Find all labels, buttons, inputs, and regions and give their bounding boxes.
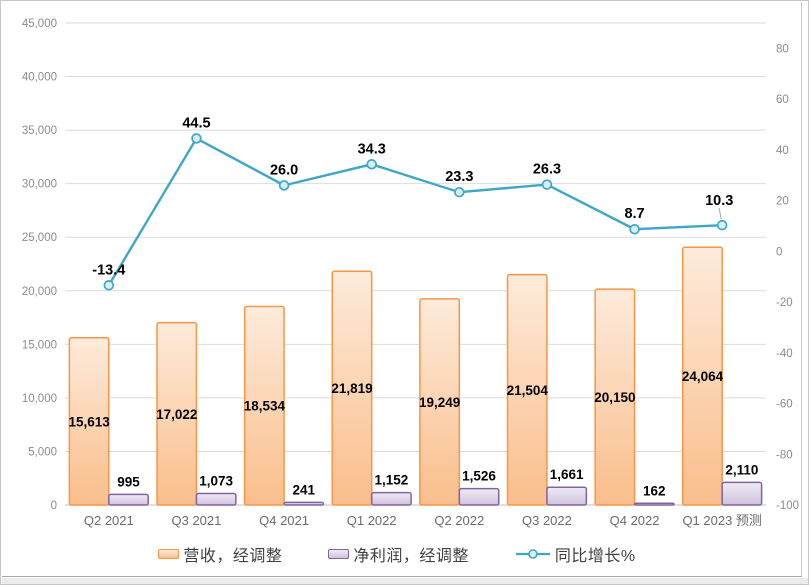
revenue-bar bbox=[682, 246, 723, 506]
revenue-bar bbox=[243, 305, 285, 506]
left-axis-tick-label: 0 bbox=[51, 500, 57, 512]
profit-value-label: 241 bbox=[293, 482, 316, 497]
bottom-strip bbox=[2, 578, 808, 584]
category-label: Q2 2022 bbox=[434, 513, 484, 528]
category-label: Q2 2021 bbox=[84, 513, 134, 528]
revenue-value-label: 20,150 bbox=[594, 390, 635, 405]
growth-marker bbox=[629, 223, 640, 235]
profit-value-label: 162 bbox=[643, 483, 666, 498]
revenue-bar bbox=[594, 288, 636, 506]
profit-bar bbox=[108, 493, 149, 506]
category-label: Q1 2023 预测 bbox=[682, 513, 762, 528]
category-label: Q1 2022 bbox=[347, 513, 397, 528]
legend-item-growth: 同比增长% bbox=[515, 542, 636, 566]
left-axis-tick-label: 25,000 bbox=[22, 232, 57, 244]
right-axis-tick-label: -60 bbox=[776, 399, 793, 411]
growth-value-label: 26.0 bbox=[270, 162, 298, 178]
growth-marker bbox=[191, 133, 202, 144]
growth-marker bbox=[716, 219, 728, 231]
category-label: Q3 2022 bbox=[522, 513, 572, 528]
growth-marker bbox=[454, 186, 465, 198]
revenue-value-label: 24,064 bbox=[682, 369, 724, 384]
left-axis-tick-label: 5,000 bbox=[28, 446, 57, 458]
right-axis-tick-label: 0 bbox=[776, 246, 782, 258]
growth-value-label: 26.3 bbox=[533, 162, 561, 178]
left-axis-tick-label: 40,000 bbox=[22, 72, 57, 84]
growth-value-label: 34.3 bbox=[358, 141, 386, 157]
revenue-value-label: 19,249 bbox=[419, 395, 460, 410]
growth-value-label: 44.5 bbox=[182, 115, 210, 131]
profit-value-label: 1,526 bbox=[462, 469, 496, 484]
profit-bar bbox=[546, 486, 588, 506]
profit-value-label: 995 bbox=[117, 474, 140, 489]
legend-label-profit: 净利润，经调整 bbox=[353, 548, 469, 565]
legend-item-revenue: 营收，经调整 bbox=[158, 542, 282, 566]
profit-bar bbox=[283, 501, 325, 506]
profit-value-label: 1,661 bbox=[550, 467, 584, 482]
category-label: Q3 2021 bbox=[172, 513, 222, 528]
right-axis-tick-label: 40 bbox=[776, 145, 789, 157]
growth-marker bbox=[278, 180, 290, 191]
growth-value-label: 10.3 bbox=[705, 193, 733, 209]
left-axis-tick-label: 35,000 bbox=[22, 125, 57, 137]
chart-frame: 0 5,000 10,000 15,000 20,000 25,000 30,000 35,0… bbox=[2, 2, 802, 577]
left-axis-tick-label: 45,000 bbox=[22, 18, 57, 30]
growth-marker bbox=[366, 159, 377, 170]
revenue-value-label: 15,613 bbox=[68, 414, 110, 429]
growth-marker bbox=[103, 280, 115, 291]
revenue-bar bbox=[331, 270, 373, 506]
revenue-value-label: 21,819 bbox=[331, 381, 372, 396]
right-axis-tick-label: 60 bbox=[776, 94, 789, 106]
profit-bar bbox=[721, 481, 763, 506]
profit-bar bbox=[458, 487, 500, 506]
right-axis-tick-label: 20 bbox=[776, 196, 789, 208]
combo-chart-canvas: 0 5,000 10,000 15,000 20,000 25,000 30,000 35,0… bbox=[22, 18, 799, 528]
legend-label-revenue: 营收，经调整 bbox=[183, 548, 283, 565]
profit-bar bbox=[195, 492, 237, 506]
right-axis-tick-label: -100 bbox=[776, 500, 799, 512]
revenue-bar bbox=[156, 321, 198, 506]
legend-label-growth: 同比增长% bbox=[554, 548, 636, 565]
left-axis-tick-label: 15,000 bbox=[22, 339, 57, 351]
right-axis-tick-label: -40 bbox=[776, 348, 793, 360]
profit-bar bbox=[633, 502, 675, 506]
legend-item-profit: 净利润，经调整 bbox=[328, 542, 469, 566]
growth-value-label: -13.4 bbox=[92, 262, 125, 278]
right-axis-tick-label: -20 bbox=[776, 297, 793, 309]
left-axis-tick-label: 20,000 bbox=[22, 286, 57, 298]
profit-value-label: 1,073 bbox=[199, 474, 233, 489]
profit-value-label: 2,110 bbox=[725, 462, 758, 477]
right-axis-tick-label: -80 bbox=[776, 449, 793, 461]
profit-value-label: 1,152 bbox=[375, 473, 409, 488]
growth-line bbox=[107, 136, 723, 286]
label-leader-line bbox=[718, 208, 722, 220]
revenue-bar bbox=[419, 298, 461, 506]
left-axis-tick-label: 30,000 bbox=[22, 179, 57, 191]
profit-swatch-icon bbox=[328, 549, 350, 559]
left-axis-tick-label: 10,000 bbox=[22, 393, 57, 405]
growth-marker bbox=[541, 179, 553, 190]
revenue-value-label: 18,534 bbox=[244, 399, 286, 414]
chart-legend: 营收，经调整 净利润，经调整 同比增长% bbox=[2, 540, 792, 568]
revenue-swatch-icon bbox=[158, 549, 180, 559]
revenue-value-label: 17,022 bbox=[156, 407, 197, 422]
growth-value-label: 23.3 bbox=[445, 169, 473, 185]
category-label: Q4 2021 bbox=[259, 513, 309, 528]
category-label: Q4 2022 bbox=[610, 513, 660, 528]
growth-value-label: 8.7 bbox=[624, 206, 644, 222]
right-axis-tick-label: 80 bbox=[776, 43, 789, 55]
revenue-value-label: 21,504 bbox=[507, 383, 549, 398]
revenue-bar bbox=[506, 273, 548, 506]
growth-line-swatch-icon bbox=[515, 549, 550, 559]
revenue-bar bbox=[68, 337, 110, 506]
profit-bar bbox=[370, 491, 412, 506]
